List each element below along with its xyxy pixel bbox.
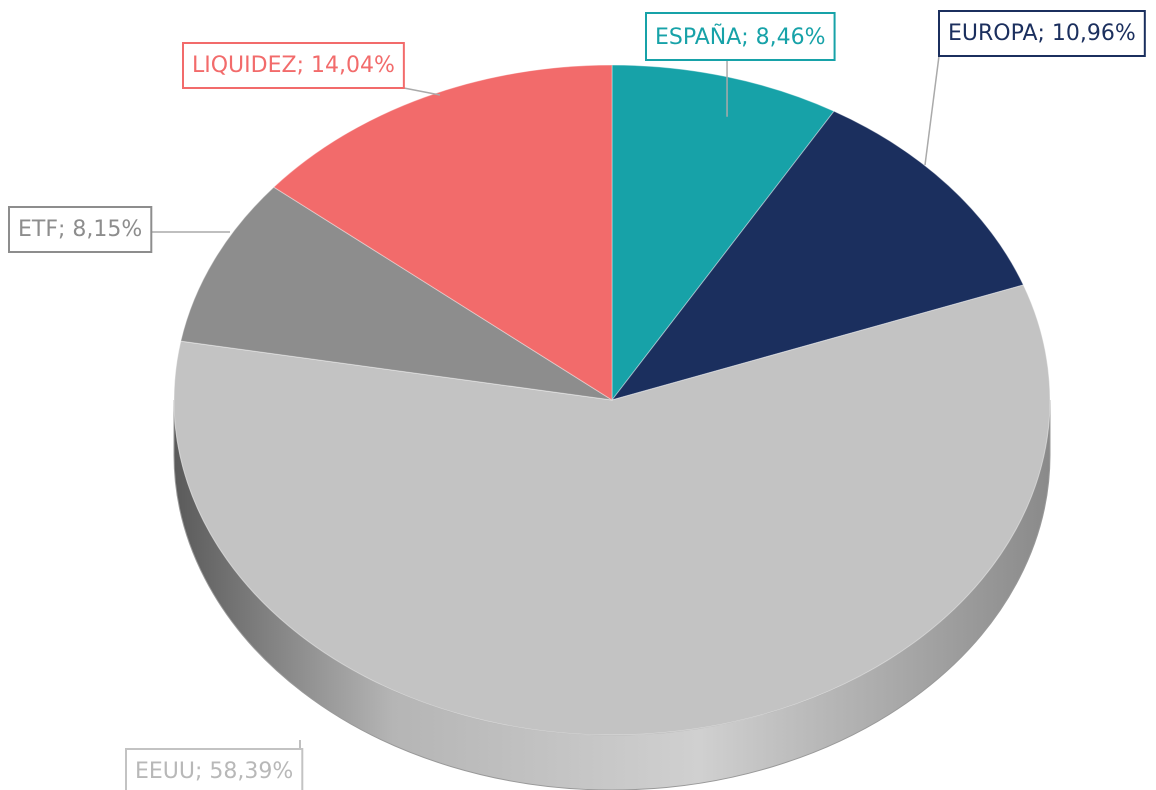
label-box [182,42,405,89]
pie [173,64,1051,790]
label-box [645,12,836,61]
pie-slice [272,64,613,401]
label-box [938,10,1146,57]
leader-line [924,55,940,166]
data-label: EEUU; 58,39% [135,759,293,784]
data-label: ESPAÑA; 8,46% [655,23,826,50]
data-label: ETF; 8,15% [18,217,142,242]
pie-slice [173,284,1051,736]
leader-line [403,87,441,96]
label-box [8,206,153,253]
labels: ESPAÑA; 8,46% EUROPA; 10,96% EEUU; 58,39% E… [8,10,1146,790]
pie-slice [610,110,1025,401]
data-label: EUROPA; 10,96% [948,21,1136,46]
label-box [125,748,304,790]
pie-slice [180,186,613,401]
data-label: LIQUIDEZ; 14,04% [192,53,395,78]
